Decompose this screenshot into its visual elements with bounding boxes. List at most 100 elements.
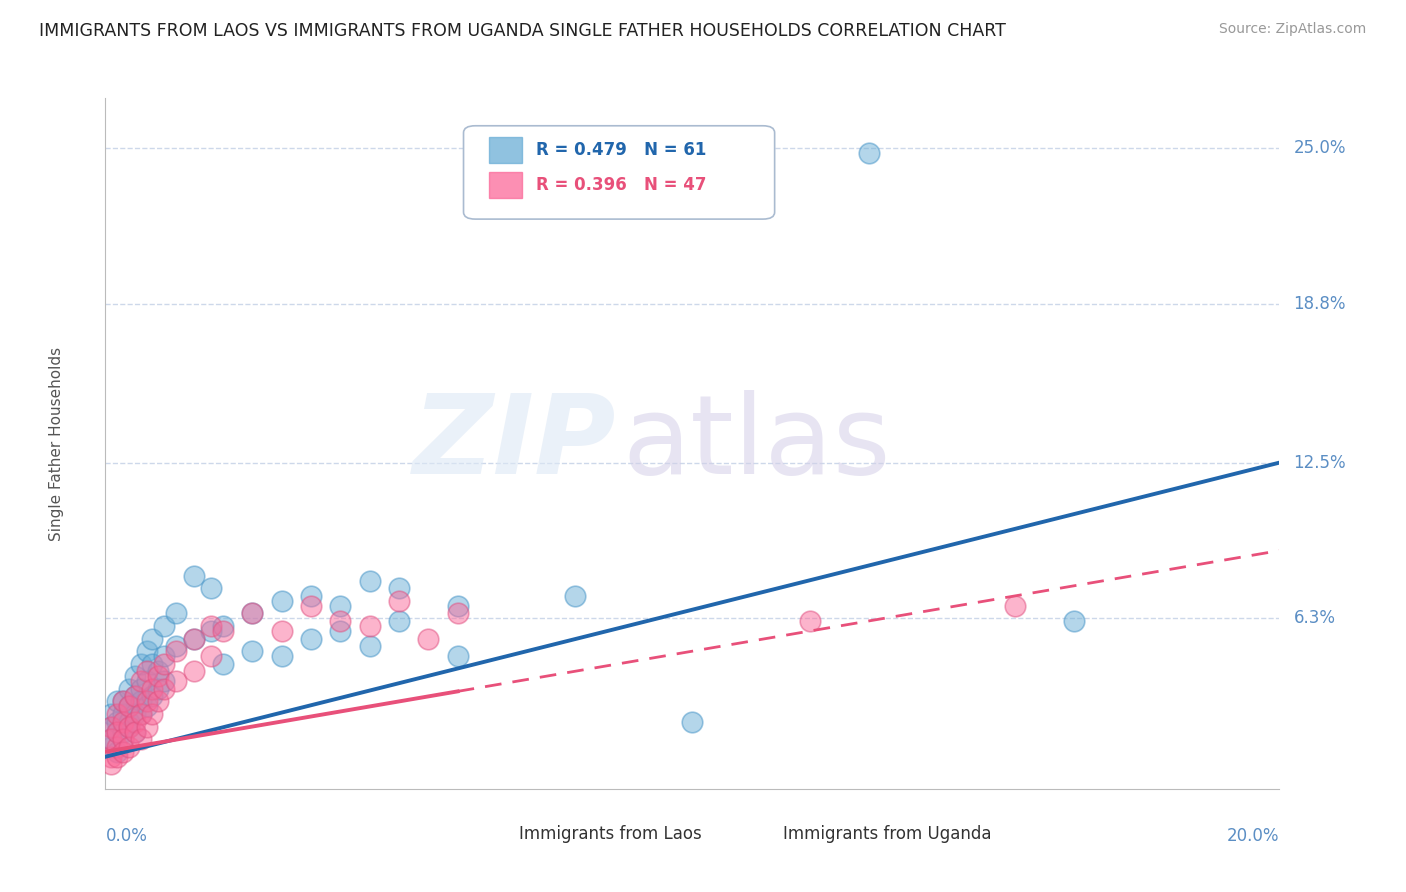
Text: 6.3%: 6.3% bbox=[1294, 609, 1336, 627]
Point bbox=[329, 614, 352, 628]
Point bbox=[112, 732, 135, 747]
Point bbox=[240, 607, 263, 621]
Point bbox=[100, 720, 122, 734]
Point bbox=[299, 589, 322, 603]
Point bbox=[112, 732, 135, 747]
Point bbox=[564, 589, 586, 603]
Point bbox=[148, 681, 170, 696]
Text: R = 0.479   N = 61: R = 0.479 N = 61 bbox=[536, 141, 707, 159]
Text: 0.0%: 0.0% bbox=[105, 828, 148, 846]
Point bbox=[446, 599, 468, 613]
Text: Single Father Households: Single Father Households bbox=[49, 347, 63, 541]
Text: Source: ZipAtlas.com: Source: ZipAtlas.com bbox=[1219, 22, 1367, 37]
Point bbox=[100, 732, 122, 747]
Point bbox=[124, 690, 146, 704]
Point bbox=[270, 649, 292, 664]
Point bbox=[153, 681, 176, 696]
Point bbox=[200, 649, 222, 664]
Point bbox=[135, 674, 157, 689]
Point bbox=[211, 657, 233, 671]
Point bbox=[100, 757, 122, 772]
Point bbox=[135, 644, 157, 658]
Point bbox=[799, 614, 821, 628]
Point bbox=[118, 714, 141, 729]
Point bbox=[129, 732, 152, 747]
Text: 20.0%: 20.0% bbox=[1227, 828, 1279, 846]
Point bbox=[100, 706, 122, 721]
Point bbox=[359, 619, 381, 633]
Text: IMMIGRANTS FROM LAOS VS IMMIGRANTS FROM UGANDA SINGLE FATHER HOUSEHOLDS CORRELAT: IMMIGRANTS FROM LAOS VS IMMIGRANTS FROM … bbox=[39, 22, 1007, 40]
Text: 25.0%: 25.0% bbox=[1294, 139, 1346, 157]
Point bbox=[105, 745, 128, 759]
Point bbox=[100, 749, 122, 764]
Point bbox=[141, 706, 163, 721]
Point bbox=[118, 699, 141, 714]
Point bbox=[100, 739, 122, 754]
Point bbox=[118, 720, 141, 734]
Point bbox=[129, 706, 152, 721]
Point bbox=[418, 632, 440, 646]
Point bbox=[240, 607, 263, 621]
Point bbox=[105, 706, 128, 721]
Point bbox=[105, 739, 128, 754]
Point bbox=[141, 690, 163, 704]
Point bbox=[141, 657, 163, 671]
Point bbox=[299, 632, 322, 646]
Point bbox=[129, 674, 152, 689]
Point bbox=[118, 699, 141, 714]
Point bbox=[211, 624, 233, 638]
Point bbox=[105, 694, 128, 708]
Point bbox=[105, 749, 128, 764]
Point bbox=[183, 665, 205, 679]
Point bbox=[135, 720, 157, 734]
Text: ZIP: ZIP bbox=[412, 391, 616, 497]
Point bbox=[388, 582, 411, 596]
Point bbox=[112, 745, 135, 759]
Point bbox=[153, 657, 176, 671]
Text: 18.8%: 18.8% bbox=[1294, 295, 1346, 313]
Point bbox=[148, 669, 170, 683]
Point bbox=[359, 639, 381, 653]
Point bbox=[153, 674, 176, 689]
Point bbox=[270, 624, 292, 638]
Point bbox=[682, 714, 704, 729]
Point bbox=[388, 614, 411, 628]
Point bbox=[112, 694, 135, 708]
Bar bbox=[481, 825, 508, 847]
Bar bbox=[745, 825, 770, 847]
Point bbox=[118, 739, 141, 754]
Point bbox=[135, 694, 157, 708]
Point bbox=[135, 699, 157, 714]
Point bbox=[858, 146, 880, 161]
Point bbox=[124, 706, 146, 721]
Point bbox=[124, 724, 146, 739]
Text: atlas: atlas bbox=[621, 391, 890, 497]
Point bbox=[112, 694, 135, 708]
Point bbox=[112, 724, 135, 739]
Point bbox=[105, 724, 128, 739]
Point bbox=[183, 568, 205, 582]
Point bbox=[129, 706, 152, 721]
Bar bbox=[489, 136, 522, 163]
Text: Immigrants from Laos: Immigrants from Laos bbox=[519, 825, 702, 843]
Point bbox=[105, 714, 128, 729]
Point bbox=[124, 669, 146, 683]
Point bbox=[388, 594, 411, 608]
Point bbox=[153, 619, 176, 633]
Point bbox=[183, 632, 205, 646]
Text: R = 0.396   N = 47: R = 0.396 N = 47 bbox=[536, 176, 707, 194]
Point bbox=[124, 690, 146, 704]
Point bbox=[124, 714, 146, 729]
Point bbox=[118, 720, 141, 734]
Point bbox=[165, 674, 187, 689]
Text: Immigrants from Uganda: Immigrants from Uganda bbox=[783, 825, 991, 843]
Point bbox=[112, 706, 135, 721]
Point bbox=[165, 607, 187, 621]
Point bbox=[329, 599, 352, 613]
Point bbox=[100, 720, 122, 734]
Point bbox=[148, 694, 170, 708]
Point bbox=[240, 644, 263, 658]
Point bbox=[118, 681, 141, 696]
Point bbox=[165, 644, 187, 658]
Point bbox=[200, 624, 222, 638]
